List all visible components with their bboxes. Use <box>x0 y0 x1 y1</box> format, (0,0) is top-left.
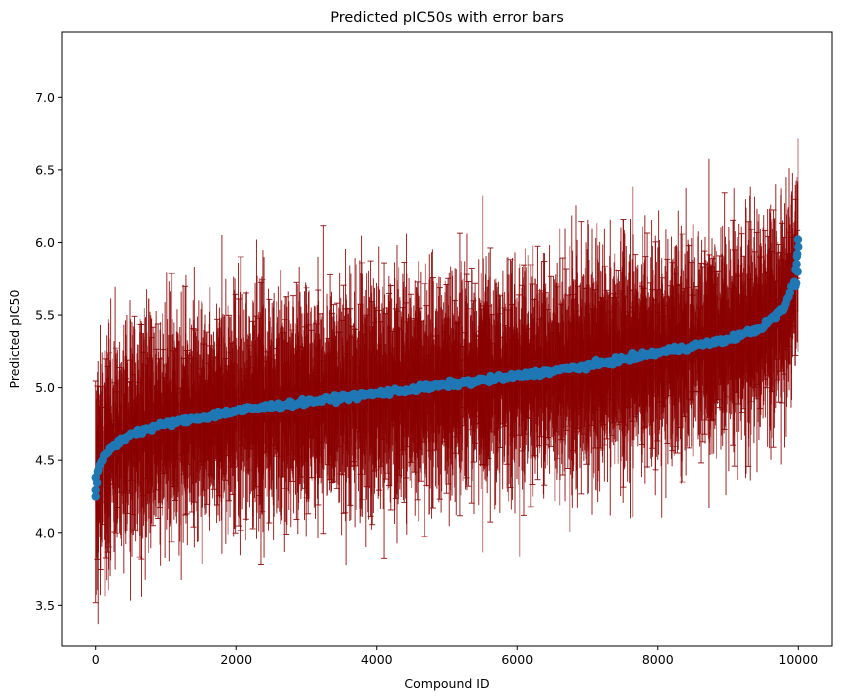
x-axis-ticks: 0 2000 4000 6000 8000 10000 <box>92 646 818 667</box>
data-point <box>792 260 801 269</box>
x-tick-label: 0 <box>92 652 100 667</box>
data-point <box>91 485 100 495</box>
chart-title: Predicted pIC50s with error bars <box>330 10 564 26</box>
data-point <box>794 242 803 252</box>
y-tick-label: 3.5 <box>35 598 55 613</box>
x-tick-label: 6000 <box>501 652 533 667</box>
x-tick-label: 2000 <box>220 652 252 667</box>
x-axis-label: Compound ID <box>404 676 489 691</box>
data-point <box>91 492 100 501</box>
data-point <box>793 249 802 259</box>
data-points <box>91 235 803 501</box>
data-point <box>793 235 803 244</box>
x-tick-label: 8000 <box>642 652 674 667</box>
plot-area <box>91 138 803 625</box>
y-tick-label: 5.5 <box>35 308 55 323</box>
data-point <box>793 267 802 276</box>
y-tick-label: 6.5 <box>35 162 55 177</box>
y-axis-label: Predicted pIC50 <box>7 290 22 389</box>
y-tick-label: 4.0 <box>35 525 55 540</box>
axes-frame <box>61 31 833 647</box>
data-point <box>791 278 801 288</box>
y-tick-label: 5.0 <box>35 380 55 395</box>
x-tick-label: 4000 <box>361 652 393 667</box>
y-axis-ticks: 3.5 4.0 4.5 5.0 5.5 6.0 6.5 7.0 <box>35 90 62 613</box>
y-tick-label: 4.5 <box>35 453 55 468</box>
x-tick-label: 10000 <box>778 652 818 667</box>
y-tick-label: 6.0 <box>35 235 55 250</box>
y-tick-label: 7.0 <box>35 90 55 105</box>
data-point <box>93 467 103 477</box>
